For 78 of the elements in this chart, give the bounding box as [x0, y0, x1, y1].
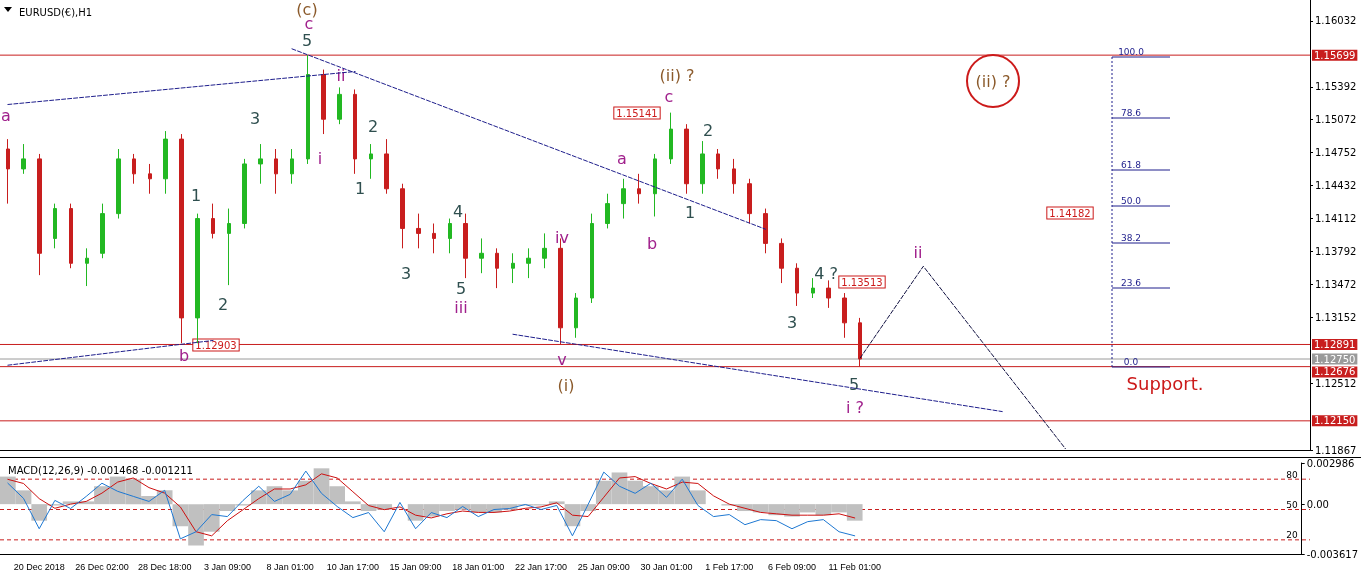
- annotation: b: [646, 233, 658, 253]
- y-tick-label: 0.002986: [1306, 457, 1355, 469]
- y-tick-label: 1.14752: [1315, 147, 1357, 159]
- annotation: i ?: [845, 397, 865, 417]
- y-tick-label: 1.13152: [1315, 312, 1357, 324]
- annotation: (i): [557, 375, 575, 395]
- x-tick-label: 26 Dec 02:00: [75, 561, 129, 572]
- x-tick-label: 30 Jan 01:00: [640, 561, 693, 572]
- ref-line-label: 1.12676: [1314, 366, 1356, 378]
- x-tick-label: 25 Jan 09:00: [577, 561, 630, 572]
- annotation: 1.12903: [195, 339, 237, 351]
- annotation: 50.0: [1120, 195, 1142, 206]
- annotation: 4: [452, 201, 464, 221]
- x-tick-label: 28 Dec 18:00: [137, 561, 192, 572]
- annotation: 38.2: [1120, 232, 1142, 243]
- annotation: c: [664, 86, 674, 106]
- x-tick-label: 6 Feb 09:00: [767, 561, 817, 572]
- annotation: b: [178, 345, 190, 365]
- ref-line-label: 1.12150: [1314, 415, 1356, 427]
- x-tick-label: 11 Feb 01:00: [828, 561, 881, 572]
- annotation: Support.: [1126, 372, 1204, 394]
- annotation: iii: [454, 297, 468, 317]
- x-tick-label: 10 Jan 17:00: [326, 561, 379, 572]
- ref-line-label: 1.12891: [1314, 338, 1356, 350]
- y2-tick-label: 80: [1286, 469, 1298, 480]
- annotation: 1.15141: [616, 107, 658, 119]
- annotation: ii: [336, 65, 346, 85]
- annotation: v: [557, 349, 567, 369]
- annotation: 2: [217, 294, 229, 314]
- annotation: 0.0: [1123, 356, 1139, 367]
- y-tick-label: 1.16032: [1315, 15, 1357, 27]
- text: EURUSD(€),H1: [19, 6, 93, 18]
- y-tick-label: 1.14432: [1315, 180, 1357, 192]
- x-tick-label: 22 Jan 17:00: [515, 561, 568, 572]
- x-tick-label: 1 Feb 17:00: [705, 561, 754, 572]
- annotation: iv: [555, 227, 569, 247]
- annotation: a: [617, 148, 627, 168]
- annotation: 1: [684, 202, 696, 222]
- annotation: 4 ?: [814, 263, 838, 283]
- x-tick-label: 20 Dec 2018: [13, 561, 65, 572]
- annotation: 1.13513: [841, 276, 883, 288]
- annotation: 3: [249, 108, 261, 128]
- annotation: 5: [301, 30, 313, 50]
- annotation: ii: [913, 242, 923, 262]
- y-tick-label: 1.12512: [1315, 378, 1357, 390]
- annotation: 1.14182: [1049, 207, 1091, 219]
- y-tick-label: 1.14112: [1315, 213, 1357, 225]
- ref-line-label: 1.12750: [1314, 353, 1356, 365]
- x-tick-label: 15 Jan 09:00: [389, 561, 442, 572]
- annotation: (ii) ?: [975, 71, 1011, 91]
- y2-tick-label: 20: [1286, 530, 1298, 541]
- y-tick-label: 0.00: [1306, 498, 1329, 510]
- annotation: 3: [400, 263, 412, 283]
- y-tick-label: -0.003617: [1306, 548, 1358, 560]
- annotation: 100.0: [1118, 46, 1145, 57]
- annotation: 78.6: [1120, 107, 1142, 118]
- x-tick-label: 3 Jan 09:00: [203, 561, 251, 572]
- x-tick-label: 18 Jan 01:00: [452, 561, 505, 572]
- annotation: 23.6: [1120, 277, 1142, 288]
- annotation: 1: [354, 178, 366, 198]
- y-tick-label: 1.13472: [1315, 279, 1357, 291]
- chart-title: MACD(12,26,9) -0.001468 -0.001211: [8, 464, 193, 476]
- annotation: 1: [190, 185, 202, 205]
- y-tick-label: 1.15072: [1315, 114, 1357, 126]
- annotation: 5: [455, 278, 467, 298]
- y-tick-label: 1.13792: [1315, 246, 1357, 258]
- annotation: (ii) ?: [659, 65, 695, 85]
- annotation: 2: [367, 116, 379, 136]
- y-tick-label: 1.11867: [1315, 444, 1357, 456]
- y-tick-label: 1.15392: [1315, 81, 1357, 93]
- annotation: 61.8: [1120, 159, 1142, 170]
- annotation: i: [317, 148, 323, 168]
- ref-line-label: 1.15699: [1314, 49, 1356, 61]
- x-tick-label: 8 Jan 01:00: [266, 561, 314, 572]
- annotation: 2: [702, 120, 714, 140]
- y2-tick-label: 50: [1286, 500, 1298, 511]
- annotation: 3: [786, 312, 798, 332]
- annotation: a: [1, 105, 11, 125]
